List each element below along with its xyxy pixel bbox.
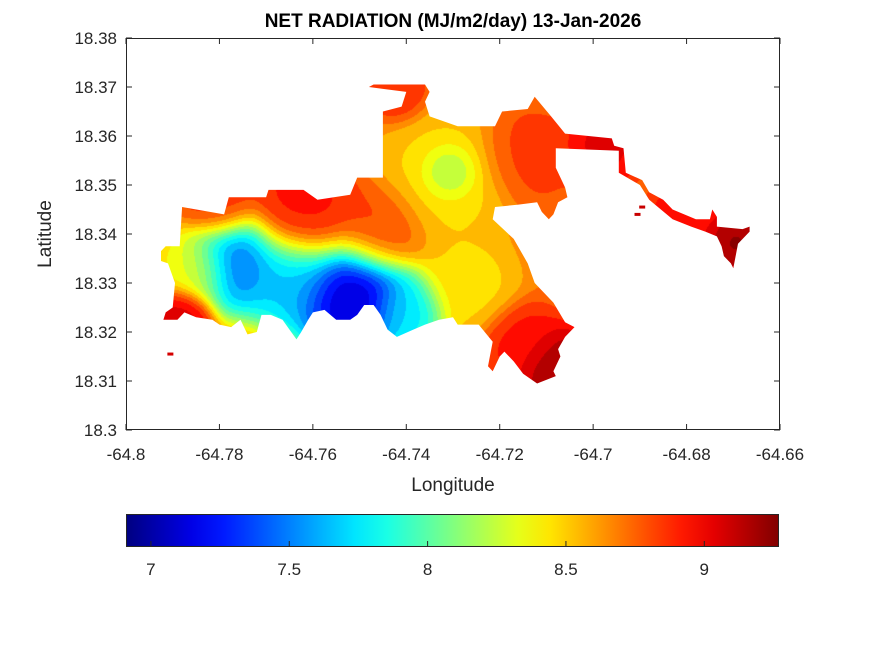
colorbar-tick-label: 8.5 bbox=[554, 560, 578, 579]
x-tick-label: -64.7 bbox=[574, 445, 613, 464]
y-tick-label: 18.36 bbox=[74, 127, 117, 146]
y-tick-label: 18.38 bbox=[74, 29, 117, 48]
x-tick-label: -64.76 bbox=[289, 445, 337, 464]
x-axis-label: Longitude bbox=[411, 475, 494, 496]
colorbar-tick-label: 7.5 bbox=[277, 560, 301, 579]
colorbar-tick-label: 9 bbox=[700, 560, 709, 579]
islet bbox=[639, 205, 646, 209]
colorbar-gradient bbox=[126, 514, 779, 547]
y-axis: 18.3 18.31 18.32 18.33 18.34 18.35 18.36 18.37 1… bbox=[74, 29, 780, 440]
x-axis: -64.8 -64.78 -64.76 -64.74 -64.72 -64.7 -64.68… bbox=[107, 38, 804, 464]
y-tick-label: 18.35 bbox=[74, 176, 117, 195]
islet bbox=[634, 212, 641, 216]
colorbar-ticks: 7 7.5 8 8.5 9 bbox=[146, 541, 709, 579]
chart-title: NET RADIATION (MJ/m2/day) 13-Jan-2026 bbox=[265, 11, 642, 32]
x-tick-label: -64.72 bbox=[476, 445, 524, 464]
y-tick-label: 18.37 bbox=[74, 78, 117, 97]
y-tick-label: 18.3 bbox=[84, 421, 117, 440]
x-tick-label: -64.74 bbox=[382, 445, 430, 464]
y-tick-label: 18.32 bbox=[74, 323, 117, 342]
x-tick-label: -64.78 bbox=[195, 445, 243, 464]
y-tick-label: 18.33 bbox=[74, 274, 117, 293]
x-tick-label: -64.68 bbox=[662, 445, 710, 464]
colorbar-tick-label: 8 bbox=[423, 560, 432, 579]
y-tick-label: 18.31 bbox=[74, 372, 117, 391]
islet bbox=[167, 352, 174, 356]
colorbar-tick-label: 7 bbox=[146, 560, 155, 579]
y-tick-label: 18.34 bbox=[74, 225, 117, 244]
colorbar-box bbox=[126, 514, 779, 547]
colorbar: 7 7.5 8 8.5 9 bbox=[126, 514, 779, 579]
x-tick-label: -64.66 bbox=[756, 445, 804, 464]
y-axis-label: Latitude bbox=[35, 200, 56, 268]
x-tick-label: -64.8 bbox=[107, 445, 146, 464]
